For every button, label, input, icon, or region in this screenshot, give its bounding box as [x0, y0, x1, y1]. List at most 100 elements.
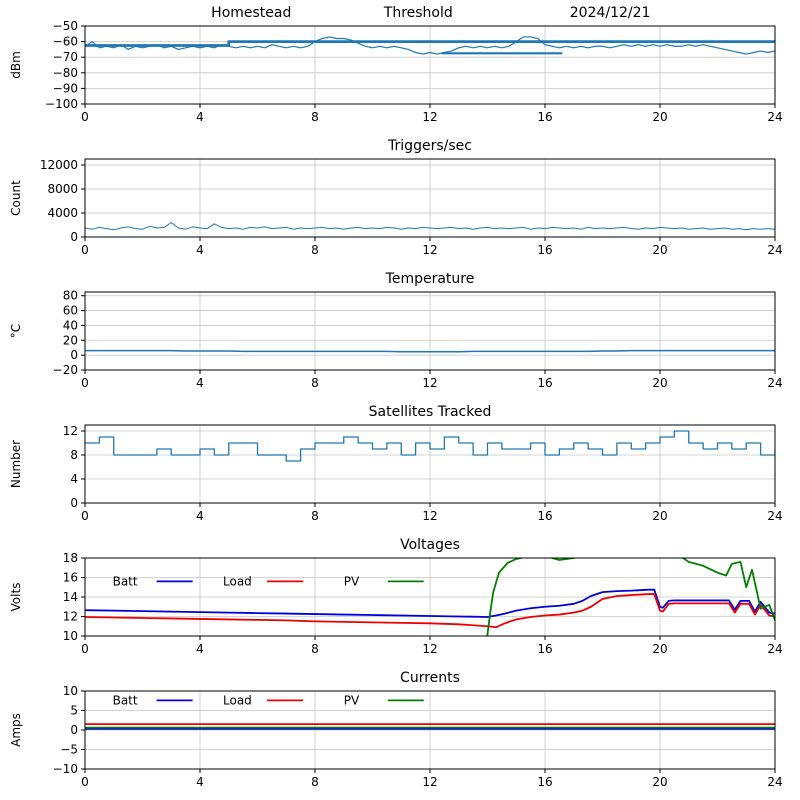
- y-tick-label: 20: [63, 333, 78, 347]
- chart-title-signal-2: 2024/12/21: [570, 5, 651, 21]
- x-tick-label: 8: [311, 775, 319, 789]
- x-tick-label: 4: [196, 775, 204, 789]
- y-tick-label: 10: [63, 629, 78, 643]
- series-satellites-line: [85, 430, 775, 462]
- panel-triggers: 0 4 8 12 16 20 24 0 4000 8000 12000 Count Triggers/s…: [0, 133, 800, 266]
- legend-label-batt: Batt: [113, 574, 138, 588]
- chart-voltages: 0 4 8 12 16 20 24 10 12 14 16 18 Volts Voltages Batt Lo…: [9, 537, 783, 656]
- chart-title-signal-1: Threshold: [383, 5, 453, 21]
- y-tick-label: −10: [53, 762, 78, 776]
- x-tick-label: 20: [652, 243, 667, 257]
- x-tick-label: 20: [652, 642, 667, 656]
- series-threshold-line: [85, 40, 775, 47]
- y-tick-label: 60: [63, 304, 78, 318]
- y-tick-label: 18: [63, 551, 78, 565]
- x-tick-label: 4: [196, 509, 204, 523]
- y-axis-label-triggers: Count: [9, 180, 23, 216]
- y-tick-label: 4000: [47, 206, 78, 220]
- y-tick-label: 8: [70, 448, 78, 462]
- panel-voltages: 0 4 8 12 16 20 24 10 12 14 16 18 Volts Voltages Batt Lo…: [0, 532, 800, 665]
- x-tick-label: 4: [196, 243, 204, 257]
- y-axis-label-satellites: Number: [9, 440, 23, 488]
- legend-label-load: Load: [223, 574, 252, 588]
- series-group: [85, 430, 775, 462]
- series-triggers-line: [85, 222, 775, 231]
- x-tick-label: 8: [311, 110, 319, 124]
- x-tick-label: 12: [422, 376, 437, 390]
- series-group: [85, 222, 775, 231]
- series-load-line: [85, 593, 775, 629]
- x-tick-label: 0: [81, 110, 89, 124]
- x-tick-label: 16: [537, 642, 552, 656]
- x-tick-label: 24: [767, 376, 782, 390]
- y-tick-label: 12: [63, 424, 78, 438]
- series-group: [85, 723, 775, 730]
- x-tick-label: 16: [537, 509, 552, 523]
- y-tick-label: −60: [53, 35, 78, 49]
- x-tick-label: 20: [652, 509, 667, 523]
- y-axis-label-voltages: Volts: [9, 583, 23, 612]
- panel-satellites: 0 4 8 12 16 20 24 0 4 8 12 Number Satellites Tracked: [0, 399, 800, 532]
- x-tick-label: 12: [422, 110, 437, 124]
- y-axis-label-signal: dBm: [9, 51, 23, 79]
- x-tick-label: 20: [652, 775, 667, 789]
- x-tick-label: 0: [81, 243, 89, 257]
- y-tick-label: −5: [60, 743, 78, 757]
- y-tick-label: −50: [53, 19, 78, 33]
- x-tick-label: 8: [311, 376, 319, 390]
- y-tick-label: 4: [70, 472, 78, 486]
- x-tick-label: 24: [767, 642, 782, 656]
- series-group: [85, 349, 775, 353]
- x-tick-label: 8: [311, 243, 319, 257]
- y-tick-label: 10: [63, 684, 78, 698]
- y-tick-label: 5: [70, 704, 78, 718]
- x-tick-label: 24: [767, 243, 782, 257]
- x-tick-label: 4: [196, 110, 204, 124]
- chart-title-temperature-0: Temperature: [385, 271, 475, 287]
- chart-currents: 0 4 8 12 16 20 24 −10 −5 0 5 10 Amps Currents Batt Load…: [9, 670, 783, 789]
- x-tick-label: 12: [422, 243, 437, 257]
- series-batt-line: [85, 588, 775, 618]
- y-tick-label: 8000: [47, 182, 78, 196]
- x-tick-label: 20: [652, 376, 667, 390]
- chart-signal: 0 4 8 12 16 20 24 −100 −90−80 −70−60 −50 dBm Homeste…: [9, 5, 783, 124]
- y-axis-label-temperature: °C: [9, 324, 23, 338]
- series-group: [85, 36, 775, 55]
- x-tick-label: 0: [81, 775, 89, 789]
- x-tick-label: 20: [652, 110, 667, 124]
- y-tick-label: 14: [63, 590, 78, 604]
- chart-title-satellites-0: Satellites Tracked: [369, 404, 492, 420]
- x-tick-label: 16: [537, 376, 552, 390]
- legend-label-load: Load: [223, 693, 252, 707]
- y-tick-label: 12: [63, 610, 78, 624]
- x-tick-label: 0: [81, 509, 89, 523]
- y-tick-label: −90: [53, 81, 78, 95]
- panel-temperature: 0 4 8 12 16 20 24 −20 0 20 40 60 80 °C Temperature: [0, 266, 800, 399]
- y-tick-label: −20: [53, 363, 78, 377]
- x-tick-label: 8: [311, 509, 319, 523]
- chart-satellites: 0 4 8 12 16 20 24 0 4 8 12 Number Satellites Tracked: [9, 404, 783, 523]
- x-tick-label: 16: [537, 775, 552, 789]
- y-tick-label: 0: [70, 496, 78, 510]
- y-tick-label: −70: [53, 50, 78, 64]
- panel-signal: 0 4 8 12 16 20 24 −100 −90 −80 −70 −60 −50 dBm Homeste…: [0, 0, 800, 133]
- y-tick-label: 12000: [40, 158, 78, 172]
- x-tick-label: 24: [767, 775, 782, 789]
- legend-label-pv: PV: [344, 574, 360, 588]
- chart-title-signal-0: Homestead: [211, 5, 291, 21]
- y-tick-label: 0: [70, 230, 78, 244]
- y-tick-label: −100: [45, 97, 78, 111]
- x-tick-label: 4: [196, 376, 204, 390]
- chart-triggers: 0 4 8 12 16 20 24 0 4000 8000 12000 Count Triggers/s…: [9, 138, 783, 257]
- panel-currents: 0 4 8 12 16 20 24 −10 −5 0 5 10 Amps Currents Batt Load…: [0, 665, 800, 798]
- series-pv-line: [486, 558, 775, 636]
- y-axis-label-currents: Amps: [9, 713, 23, 747]
- chart-title-currents-0: Currents: [400, 670, 460, 686]
- y-tick-label: −80: [53, 66, 78, 80]
- x-tick-label: 0: [81, 376, 89, 390]
- y-tick-label: 40: [63, 318, 78, 332]
- legend-label-batt: Batt: [113, 693, 138, 707]
- chart-title-voltages-0: Voltages: [400, 537, 460, 553]
- x-tick-label: 24: [767, 110, 782, 124]
